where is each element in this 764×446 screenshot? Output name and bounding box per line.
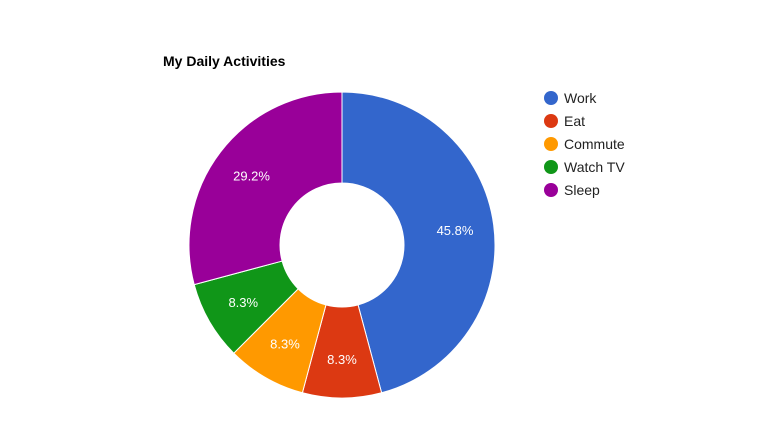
chart-title: My Daily Activities [163,53,286,69]
legend-item-watch-tv[interactable]: Watch TV [544,159,625,175]
legend-swatch [544,137,558,151]
slice-sleep[interactable] [188,91,343,286]
slice-label-work: 45.8% [437,223,474,238]
legend-label: Work [564,90,597,106]
slice-label-watch-tv: 8.3% [228,295,258,310]
legend-item-eat[interactable]: Eat [544,113,585,129]
slice-label-sleep: 29.2% [233,169,270,184]
slices-group [188,91,496,399]
slice-label-commute: 8.3% [270,337,300,352]
slice-labels-group: 45.8% 8.3% 8.3% 8.3% 29.2% [228,169,473,367]
legend-label: Commute [564,136,625,152]
legend-item-commute[interactable]: Commute [544,136,625,152]
legend-swatch [544,160,558,174]
legend: Work Eat Commute Watch TV Sleep [544,90,625,198]
legend-label: Watch TV [564,159,625,175]
slice-label-eat: 8.3% [327,352,357,367]
legend-item-sleep[interactable]: Sleep [544,182,600,198]
legend-label: Eat [564,113,585,129]
slice-work[interactable] [341,91,496,394]
legend-swatch [544,91,558,105]
legend-item-work[interactable]: Work [544,90,597,106]
legend-swatch [544,114,558,128]
legend-swatch [544,183,558,197]
legend-label: Sleep [564,182,600,198]
